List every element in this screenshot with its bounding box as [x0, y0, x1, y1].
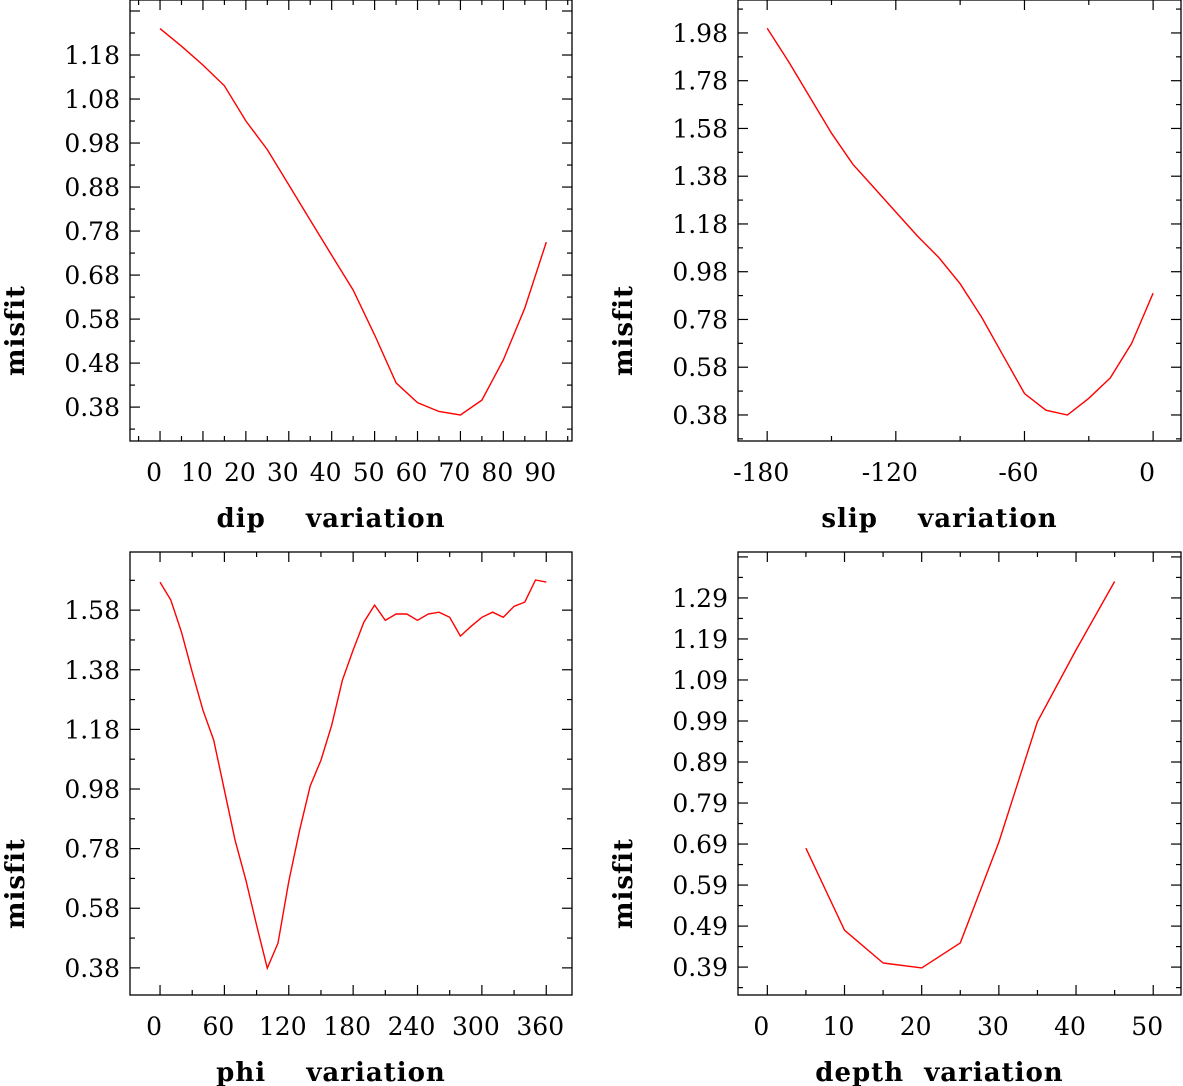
x-tick-label: 80 [481, 458, 513, 487]
y-tick-label: 1.58 [64, 596, 120, 625]
x-tick-label: 40 [1054, 1012, 1086, 1041]
x-tick-label: 180 [323, 1012, 371, 1041]
misfit-line [805, 581, 1116, 969]
y-tick-label: 1.98 [672, 19, 728, 48]
x-tick-label: 30 [977, 1012, 1009, 1041]
y-tick-label: 0.88 [64, 173, 120, 202]
y-axis-title: misfit [609, 838, 639, 929]
y-tick-label: 0.78 [672, 305, 728, 334]
y-tick-label: 1.18 [64, 41, 120, 70]
x-tick-label: 50 [1131, 1012, 1163, 1041]
x-tick-label: 300 [452, 1012, 500, 1041]
panel-1: 0.38 0.48 0.58 0.68 0.78 0.88 0.98 1.08 1.18 0 10 2… [1, 0, 573, 534]
y-tick-label: 0.38 [64, 954, 120, 983]
x-tick-label: 10 [181, 458, 213, 487]
x-axis-title: depth variation [815, 1058, 1063, 1086]
y-tick-label: 0.79 [672, 789, 728, 818]
y-tick-label: 0.98 [64, 775, 120, 804]
x-tick-label: -60 [998, 458, 1038, 487]
y-tick-label: 0.68 [64, 261, 120, 290]
x-tick-label: 0 [146, 1012, 162, 1041]
y-tick-label: 0.38 [64, 393, 120, 422]
panel-4: 0.39 0.49 0.59 0.69 0.79 0.89 0.99 1.09 1.19 1.29… [609, 551, 1182, 1086]
x-tick-label: 40 [310, 458, 342, 487]
x-tick-label: 0 [1139, 458, 1155, 487]
y-axis-title: misfit [1, 285, 31, 376]
x-tick-label: 10 [823, 1012, 855, 1041]
y-axis-title: misfit [1, 838, 31, 929]
x-tick-label: 20 [900, 1012, 932, 1041]
misfit-line [159, 28, 547, 416]
x-axis-title: phi variation [216, 1058, 446, 1086]
y-tick-label: 1.38 [64, 656, 120, 685]
y-tick-label: 0.59 [672, 871, 728, 900]
x-axis-title: slip variation [821, 504, 1057, 534]
y-tick-label: 1.29 [672, 584, 728, 613]
y-tick-label: 0.78 [64, 835, 120, 864]
x-tick-label: 60 [203, 1012, 235, 1041]
y-tick-label: 0.69 [672, 830, 728, 859]
y-tick-label: 0.99 [672, 707, 728, 736]
x-tick-label: 60 [396, 458, 428, 487]
y-tick-label: 0.38 [672, 401, 728, 430]
y-tick-label: 0.58 [672, 353, 728, 382]
y-tick-label: 0.39 [672, 953, 728, 982]
y-tick-label: 0.58 [64, 894, 120, 923]
y-tick-label: 0.89 [672, 748, 728, 777]
panel-2: 0.38 0.58 0.78 0.98 1.18 1.38 1.58 1.78 1.98 -180… [609, 0, 1182, 534]
y-tick-label: 0.49 [672, 912, 728, 941]
misfit-line [766, 27, 1154, 416]
x-tick-label: 20 [224, 458, 256, 487]
y-tick-label: 1.58 [672, 114, 728, 143]
x-tick-label: 0 [753, 1012, 769, 1041]
x-tick-label: 70 [439, 458, 471, 487]
plot-frame [129, 551, 573, 996]
x-tick-label: 0 [146, 458, 162, 487]
y-tick-label: 1.18 [672, 210, 728, 239]
y-tick-label: 0.98 [672, 258, 728, 287]
y-tick-label: 1.78 [672, 67, 728, 96]
x-tick-label: 90 [524, 458, 556, 487]
x-tick-label: 50 [353, 458, 385, 487]
y-tick-label: 0.98 [64, 129, 120, 158]
y-tick-label: 0.58 [64, 305, 120, 334]
panel-3: 0.38 0.58 0.78 0.98 1.18 1.38 1.58 0 60 120 180 240… [1, 551, 573, 1086]
y-tick-label: 1.08 [64, 85, 120, 114]
y-tick-label: 1.19 [672, 625, 728, 654]
x-tick-label: 360 [516, 1012, 564, 1041]
y-axis-title: misfit [609, 285, 639, 376]
y-tick-label: 1.18 [64, 715, 120, 744]
x-tick-label: 240 [388, 1012, 436, 1041]
misfit-line [159, 579, 547, 971]
plot-frame [129, 0, 573, 442]
y-tick-label: 1.38 [672, 162, 728, 191]
plot-frame [737, 0, 1182, 442]
x-axis-title: dip variation [217, 504, 446, 534]
plot-frame [737, 551, 1182, 996]
x-tick-label: -180 [733, 458, 789, 487]
y-tick-label: 0.78 [64, 217, 120, 246]
y-tick-label: 1.09 [672, 666, 728, 695]
x-tick-label: -120 [862, 458, 918, 487]
y-tick-label: 0.48 [64, 349, 120, 378]
x-tick-label: 30 [267, 458, 299, 487]
x-tick-label: 120 [259, 1012, 307, 1041]
